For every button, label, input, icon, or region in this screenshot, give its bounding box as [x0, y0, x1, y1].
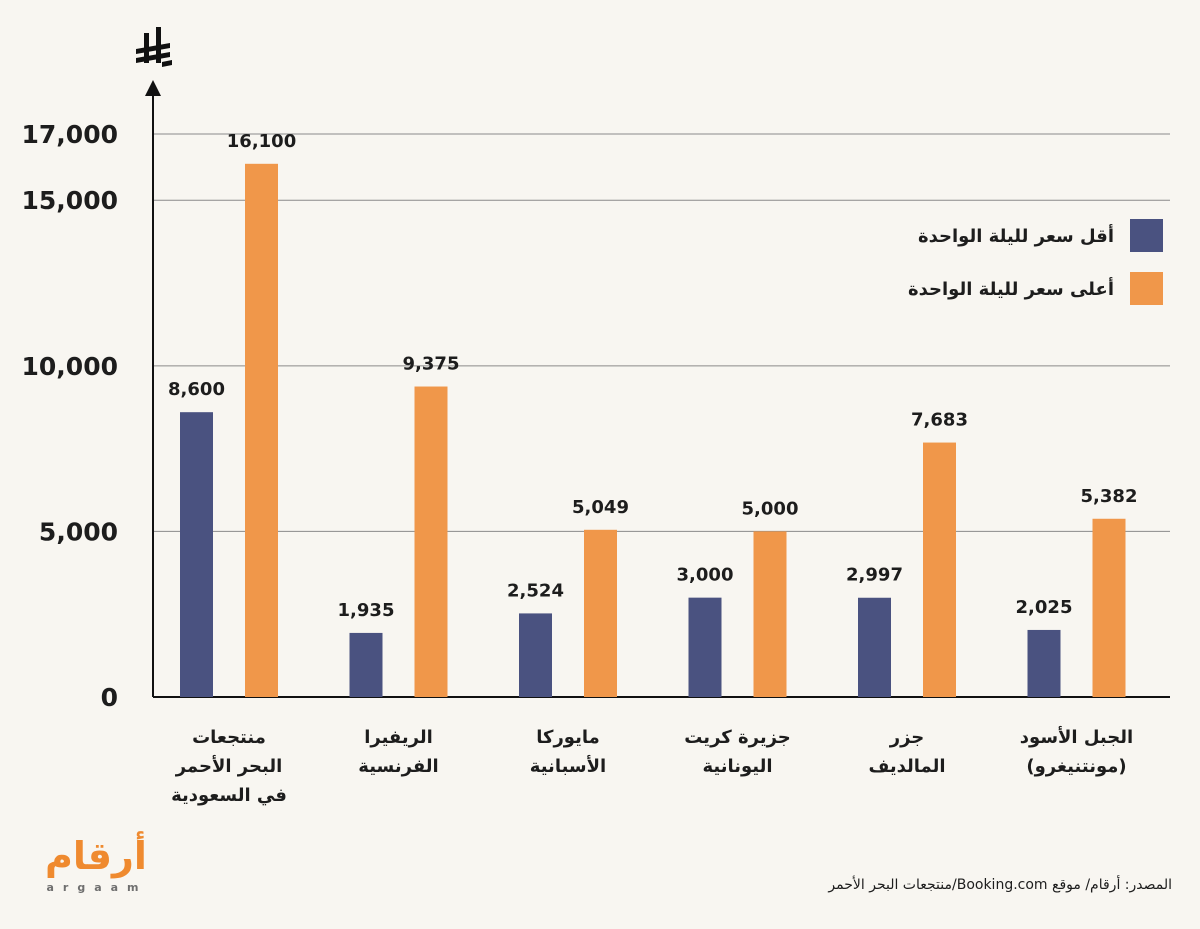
y-axis-arrow	[145, 80, 161, 96]
category-labels: منتجعات البحر الأحمر في السعودية الريفيرا ال…	[171, 726, 1133, 806]
category-label: منتجعات	[192, 727, 266, 748]
data-labels: 8,600 16,100 1,935 9,375 2,524 5,049 3,000 5,00…	[168, 131, 1137, 621]
bar	[1092, 518, 1126, 697]
data-label: 16,100	[227, 131, 296, 152]
bar	[349, 632, 383, 697]
logo-latin: argaam	[46, 881, 148, 894]
category-label: البحر الأحمر	[175, 755, 283, 777]
bar	[688, 597, 722, 697]
bar	[753, 531, 787, 697]
y-tick-label: 17,000	[22, 120, 118, 149]
category-label: الريفيرا	[364, 727, 433, 748]
bars	[180, 163, 1126, 697]
bar	[414, 386, 448, 697]
logo-arabic: أرقام	[45, 834, 147, 878]
data-label: 8,600	[168, 379, 225, 400]
data-label: 9,375	[403, 354, 460, 375]
data-label: 5,000	[742, 498, 799, 519]
category-label: جزر	[889, 727, 925, 748]
category-label: مايوركا	[536, 727, 600, 748]
legend-swatch	[1130, 272, 1163, 305]
y-tick-label: 0	[101, 683, 118, 712]
gridlines	[153, 133, 1170, 532]
source-note: المصدر: أرقام/ موقع Booking.com/منتجعات …	[828, 877, 1172, 893]
y-tick-labels: 0 5,000 10,000 15,000 17,000	[22, 120, 118, 712]
legend-label: أقل سعر لليلة الواحدة	[918, 224, 1114, 247]
category-label: في السعودية	[171, 785, 287, 806]
data-label: 5,049	[572, 497, 629, 518]
bar	[923, 442, 956, 697]
data-label: 7,683	[911, 410, 968, 431]
legend-swatch	[1130, 219, 1163, 252]
data-label: 1,935	[338, 600, 395, 621]
bar	[245, 163, 278, 697]
bar	[858, 597, 891, 697]
y-tick-label: 15,000	[22, 186, 118, 215]
category-label: جزيرة كريت	[684, 727, 791, 748]
category-label: الأسبانية	[530, 755, 606, 777]
y-tick-label: 5,000	[39, 517, 118, 546]
data-label: 2,025	[1016, 597, 1073, 618]
bar	[1027, 629, 1061, 697]
bar	[584, 529, 617, 697]
data-label: 2,524	[507, 580, 564, 601]
data-label: 3,000	[677, 565, 734, 586]
data-label: 5,382	[1081, 486, 1138, 507]
category-label: الفرنسية	[358, 756, 438, 777]
category-label: الجبل الأسود	[1020, 726, 1133, 748]
category-label: (مونتنيغرو)	[1026, 756, 1126, 777]
bar	[519, 613, 552, 697]
data-label: 2,997	[846, 565, 903, 586]
argaam-logo: أرقام argaam	[30, 834, 170, 900]
category-label: المالديف	[868, 756, 945, 777]
bar	[180, 412, 213, 697]
axes	[145, 80, 1170, 698]
legend: أقل سعر لليلة الواحدة أعلى سعر لليلة الوا…	[908, 219, 1163, 305]
legend-label: أعلى سعر لليلة الواحدة	[908, 277, 1114, 300]
riyal-currency-icon	[136, 27, 172, 67]
y-tick-label: 10,000	[22, 352, 118, 381]
category-label: اليونانية	[702, 756, 772, 777]
